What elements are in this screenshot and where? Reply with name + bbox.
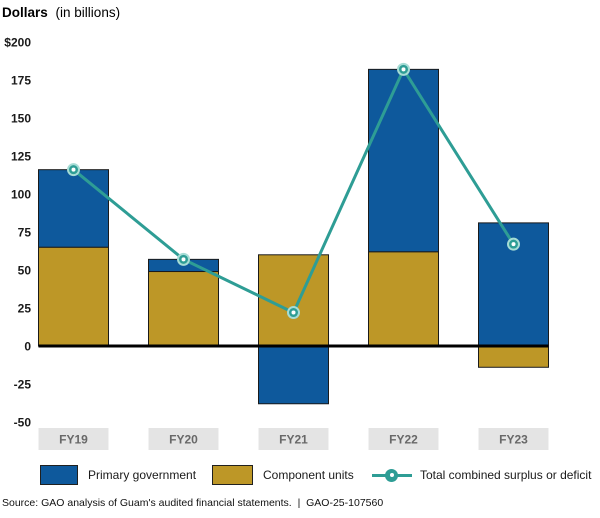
chart-title-bold: Dollars xyxy=(2,5,48,20)
x-axis-label-fy23: FY23 xyxy=(499,433,528,447)
y-axis-tick-label-175: 175 xyxy=(11,74,31,88)
y-axis-tick-label--50: -50 xyxy=(14,416,32,430)
y-axis-tick-label-50: 50 xyxy=(18,264,32,278)
y-axis-tick-label-125: 125 xyxy=(11,150,31,164)
chart-plot: $200 175 150 125 100 75 50 25 0 -25 -50 FY19 FY20 FY2… xyxy=(4,36,549,450)
bar-segment-fy21-primary-government xyxy=(258,345,329,405)
y-axis-tick-label--25: -25 xyxy=(14,378,32,392)
total-line-marker-dot-fy22 xyxy=(401,67,406,72)
source-note: Source: GAO analysis of Guam's audited f… xyxy=(2,497,384,509)
x-axis-label-box-fy19 xyxy=(38,428,109,450)
x-axis-label-box-fy23 xyxy=(478,428,549,450)
total-line-marker-dot-fy21 xyxy=(291,310,296,315)
x-axis-label-fy22: FY22 xyxy=(389,433,418,447)
total-line-marker-dot-fy23 xyxy=(511,242,516,247)
bar-segment-fy20-component-units xyxy=(148,271,219,347)
y-axis-tick-label-25: 25 xyxy=(18,302,32,316)
legend-swatch-primary-government xyxy=(40,465,78,485)
chart-title-unit: (in billions) xyxy=(55,5,121,20)
x-axis-label-box-fy22 xyxy=(368,428,439,450)
y-axis-tick-label-150: 150 xyxy=(11,112,31,126)
chart-title: Dollars (in billions) xyxy=(2,5,120,20)
y-axis-tick-label--200: $200 xyxy=(4,36,31,50)
legend-circle-marker-icon xyxy=(385,468,398,482)
total-line-marker-dot-fy20 xyxy=(181,257,186,262)
x-axis-label-fy19: FY19 xyxy=(59,433,88,447)
total-line-marker-dot-fy19 xyxy=(71,167,76,172)
legend-line-marker-icon xyxy=(372,468,412,482)
legend-label-primary-government: Primary government xyxy=(88,468,197,482)
legend-item-total-line: Total combined surplus or deficit xyxy=(372,462,591,488)
bar-segment-fy22-component-units xyxy=(368,251,439,347)
x-axis-label-box-fy20 xyxy=(148,428,219,450)
x-axis-label-fy20: FY20 xyxy=(169,433,198,447)
legend-label-component-units: Component units xyxy=(263,468,354,482)
legend-swatch-component-units xyxy=(212,465,253,485)
legend-item-primary-government: Primary government xyxy=(40,462,196,488)
x-axis-label-box-fy21 xyxy=(258,428,329,450)
x-axis-label-fy21: FY21 xyxy=(279,433,308,447)
bar-segment-fy19-primary-government xyxy=(38,169,109,248)
legend-item-component-units: Component units xyxy=(212,462,354,488)
bar-segment-fy23-component-units xyxy=(478,345,549,368)
y-axis-tick-label-0: 0 xyxy=(24,340,31,354)
bar-segment-fy22-primary-government xyxy=(368,68,439,253)
y-axis-tick-label-75: 75 xyxy=(18,226,32,240)
bar-segment-fy19-component-units xyxy=(38,246,109,347)
y-axis-tick-label-100: 100 xyxy=(11,188,31,202)
legend-label-total-line: Total combined surplus or deficit xyxy=(420,468,592,482)
